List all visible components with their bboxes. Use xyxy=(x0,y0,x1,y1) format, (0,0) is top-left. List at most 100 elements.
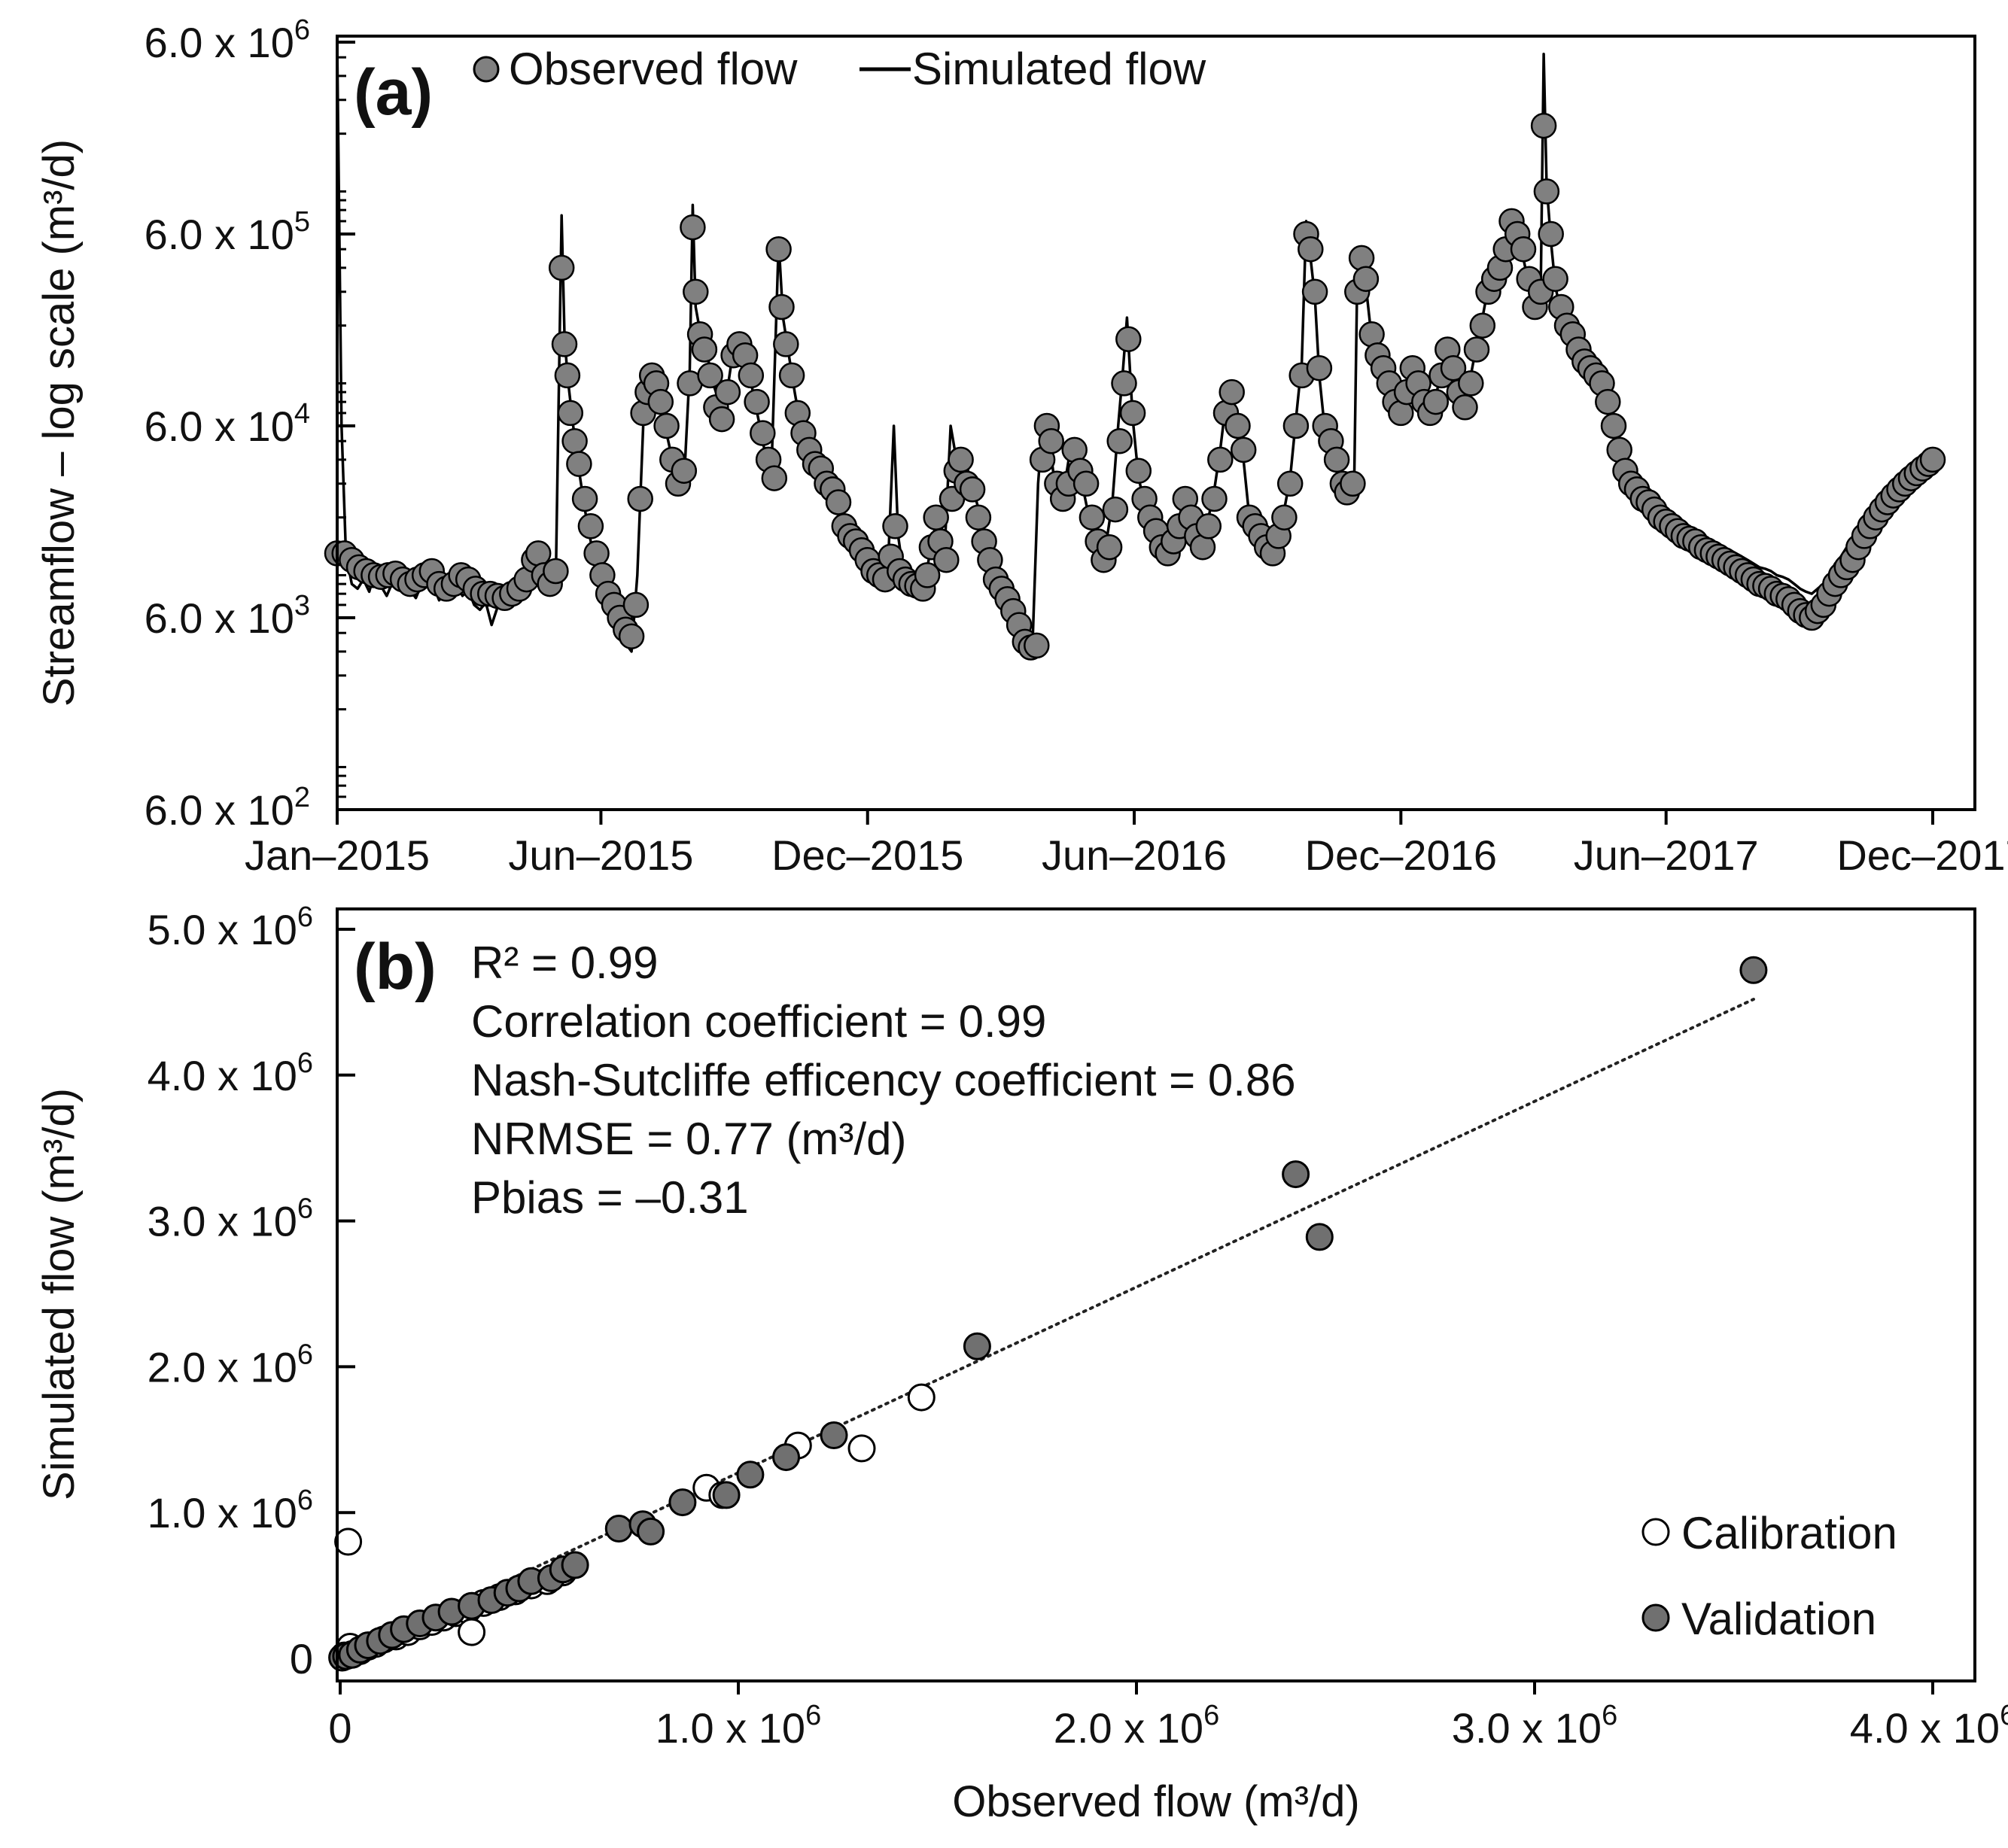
panel-a-x-tick-label: Dec–2016 xyxy=(1305,831,1497,879)
observed-flow-point xyxy=(671,457,698,484)
observed-flow-point xyxy=(1024,632,1050,659)
panel-b-y-tick-label-mantissa: 2.0 x 10 xyxy=(148,1343,297,1391)
observed-flow-point xyxy=(1306,354,1333,381)
panel-a-y-tick-label-mantissa: 6.0 x 10 xyxy=(145,594,294,642)
observed-flow-point xyxy=(554,362,581,389)
panel-b-y-tick-label: 5.0 x 106 xyxy=(148,901,313,953)
panel-a-y-tick-label-mantissa: 6.0 x 10 xyxy=(145,19,294,66)
observed-flow-point xyxy=(778,362,805,389)
stat-nash-sutcliffe: Nash-Sutcliffe efficency coefficient = 0… xyxy=(471,1055,1296,1105)
panel-a-y-tick-label-exponent: 2 xyxy=(294,782,310,813)
observed-flow-point xyxy=(1595,388,1621,415)
panel-a-y-tick-label: 6.0 x 104 xyxy=(145,398,310,450)
observed-flow-point xyxy=(1600,412,1627,439)
panel-b-y-tick-label: 3.0 x 106 xyxy=(148,1193,313,1245)
stat-correlation: Correlation coefficient = 0.99 xyxy=(471,996,1046,1047)
observed-flow-point xyxy=(948,446,974,473)
panel-b-y-tick-label-exponent: 6 xyxy=(297,1193,313,1225)
observed-flow-point xyxy=(1276,470,1304,497)
observed-flow-point xyxy=(680,214,706,241)
observed-flow-point xyxy=(618,623,645,649)
observed-flow-point xyxy=(571,485,598,512)
panel-b-y-tick-label-exponent: 6 xyxy=(297,1047,313,1079)
observed-flow-point xyxy=(551,331,578,357)
validation-point xyxy=(637,1517,665,1546)
observed-flow-point xyxy=(882,513,908,540)
observed-flow-point xyxy=(744,388,770,415)
observed-flow-point xyxy=(1323,446,1350,473)
observed-flow-point xyxy=(653,412,680,439)
panel-a-plot-frame xyxy=(336,35,1976,811)
observed-flow-point xyxy=(583,540,610,567)
observed-flow-point xyxy=(525,540,552,567)
panel-b-y-tick-label-mantissa: 4.0 x 10 xyxy=(148,1052,297,1099)
observed-flow-point xyxy=(647,388,674,415)
observed-flow-point xyxy=(1348,245,1375,272)
observed-flow-point xyxy=(548,254,575,281)
panel-a-y-tick-label-exponent: 5 xyxy=(294,206,310,238)
observed-flow-point xyxy=(683,278,709,305)
stat-pbias: Pbias = –0.31 xyxy=(471,1172,749,1223)
panel-b-y-tick-label: 4.0 x 106 xyxy=(148,1047,313,1099)
observed-flow-point xyxy=(1201,485,1228,512)
observed-flow-point xyxy=(1225,412,1251,439)
observed-flow-point xyxy=(622,591,650,619)
observed-flow-point xyxy=(543,558,569,585)
observed-flow-point xyxy=(1440,354,1467,381)
panel-b-x-tick-label-mantissa: 3.0 x 10 xyxy=(1452,1704,1602,1752)
observed-flow-point xyxy=(965,504,992,530)
panel-a-y-tick-label-exponent: 4 xyxy=(294,398,310,430)
observed-flow-point xyxy=(768,293,795,321)
observed-flow-point xyxy=(1510,236,1537,263)
panel-b-y-tick-label-mantissa: 1.0 x 10 xyxy=(148,1489,297,1536)
panel-a-y-axis-title: Streamflow – log scale (m³/d) xyxy=(35,139,84,707)
validation-point xyxy=(604,1515,633,1543)
panel-a-y-tick-label-exponent: 3 xyxy=(294,590,310,622)
panel-b-x-tick-label: 4.0 x 106 xyxy=(1850,1700,2008,1752)
panel-b-x-tick-label-exponent: 6 xyxy=(2000,1700,2008,1731)
observed-flow-point xyxy=(765,236,792,263)
observed-flow-point xyxy=(1422,388,1450,415)
panel-a-x-tick-label: Jan–2015 xyxy=(245,831,430,879)
calibration-point xyxy=(334,1527,363,1556)
validation-point xyxy=(820,1421,848,1449)
observed-flow-point xyxy=(1301,278,1328,305)
panel-b-x-tick-label: 0 xyxy=(328,1704,351,1752)
observed-flow-point xyxy=(1111,370,1137,397)
observed-flow-point xyxy=(959,476,986,503)
panel-b-y-tick-label: 1.0 x 106 xyxy=(148,1485,313,1536)
observed-flow-point xyxy=(627,485,653,512)
observed-flow-point xyxy=(750,420,776,446)
panel-b-x-tick-label-exponent: 6 xyxy=(1203,1700,1219,1731)
panel-a-x-tick-labels: Jan–2015 Jun–2015 Dec–2015 Jun–2016 Dec–2016… xyxy=(245,831,2008,879)
observed-flow-point xyxy=(773,331,799,357)
observed-flow-point xyxy=(1469,312,1496,339)
legend-observed-marker xyxy=(473,56,500,83)
observed-flow-point xyxy=(1352,266,1380,292)
panel-a-observed-layer xyxy=(324,112,1946,661)
observed-flow-point xyxy=(1463,336,1490,363)
panel-a-x-tick-label: Jun–2017 xyxy=(1574,831,1759,879)
observed-flow-point xyxy=(1079,504,1106,530)
observed-flow-point xyxy=(1282,412,1310,439)
panel-b-y-tick-label-mantissa: 5.0 x 10 xyxy=(148,906,297,953)
panel-a-y-tick-label-mantissa: 6.0 x 10 xyxy=(145,211,294,258)
panel-b-x-tick-label-mantissa: 4.0 x 10 xyxy=(1850,1704,2000,1752)
validation-point xyxy=(712,1481,741,1509)
panel-b-y-tick-label-mantissa: 0 xyxy=(290,1635,313,1682)
validation-point xyxy=(668,1488,697,1517)
panel-a-y-tick-label: 6.0 x 105 xyxy=(145,206,310,258)
observed-flow-point xyxy=(1038,427,1064,454)
observed-flow-point xyxy=(1102,496,1129,523)
panel-a-y-tick-label-exponent: 6 xyxy=(294,14,310,46)
calibration-point xyxy=(458,1618,486,1646)
panel-b-x-axis-title: Observed flow (m³/d) xyxy=(952,1777,1359,1826)
validation-point xyxy=(1282,1160,1310,1189)
panel-b-x-tick-label-exponent: 6 xyxy=(805,1700,821,1731)
observed-flow-point xyxy=(1538,220,1564,248)
validation-point xyxy=(963,1332,991,1360)
panel-b-x-tick-label-mantissa: 2.0 x 10 xyxy=(1054,1704,1203,1752)
validation-point xyxy=(1305,1223,1334,1251)
